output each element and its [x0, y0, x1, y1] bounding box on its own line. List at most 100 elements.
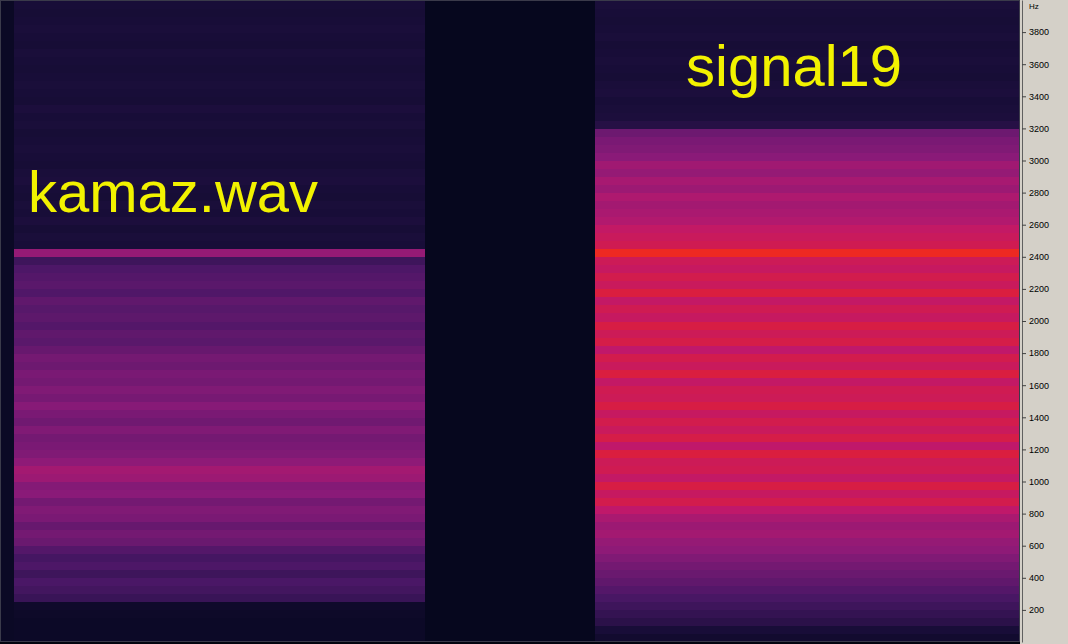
- cell: [595, 152, 1020, 161]
- tick-label: 200: [1029, 605, 1044, 615]
- cell: [595, 217, 1020, 226]
- tick-mark: [1022, 193, 1026, 194]
- cell: [14, 257, 425, 266]
- cell: [595, 522, 1020, 531]
- cell: [595, 465, 1020, 474]
- cell: [595, 225, 1020, 234]
- tick-label: 1200: [1029, 445, 1049, 455]
- cell: [0, 377, 14, 386]
- cell: [0, 514, 14, 523]
- cell: [595, 554, 1020, 563]
- cell: [14, 506, 425, 515]
- tick: 3000: [1022, 156, 1049, 166]
- cell: [595, 281, 1020, 290]
- cell: [14, 48, 425, 57]
- tick: 2600: [1022, 220, 1049, 230]
- cell: [14, 602, 425, 611]
- cell: [0, 409, 14, 418]
- cell: [425, 233, 595, 242]
- cell: [0, 329, 14, 338]
- cell: [425, 72, 595, 81]
- cell: [14, 120, 425, 129]
- cell: [425, 538, 595, 547]
- cell: [0, 401, 14, 410]
- cell: [595, 144, 1020, 153]
- cell: [0, 626, 14, 635]
- tick-mark: [1022, 161, 1026, 162]
- cell: [0, 273, 14, 282]
- cell: [14, 64, 425, 73]
- cell: [425, 473, 595, 482]
- cell: [425, 225, 595, 234]
- cell: [0, 201, 14, 210]
- cell: [14, 369, 425, 378]
- cell: [595, 241, 1020, 250]
- tick-label: 2000: [1029, 316, 1049, 326]
- cell: [14, 618, 425, 627]
- cell: [595, 498, 1020, 507]
- tick: 3200: [1022, 124, 1049, 134]
- cell: [425, 618, 595, 627]
- cell: [425, 80, 595, 89]
- cell: [0, 120, 14, 129]
- tick-mark: [1022, 449, 1026, 450]
- cell: [595, 345, 1020, 354]
- cell: [595, 514, 1020, 523]
- tick-label: 400: [1029, 573, 1044, 583]
- tick-mark: [1022, 578, 1026, 579]
- tick-mark: [1022, 321, 1026, 322]
- cell: [595, 329, 1020, 338]
- tick: 3800: [1022, 27, 1049, 37]
- cell: [425, 201, 595, 210]
- cell: [14, 626, 425, 635]
- cell: [0, 169, 14, 178]
- cell: [14, 144, 425, 153]
- tick-label: 1000: [1029, 477, 1049, 487]
- cell: [14, 40, 425, 49]
- tick-mark: [1022, 225, 1026, 226]
- cell: [425, 570, 595, 579]
- cell: [425, 634, 595, 642]
- tick-mark: [1022, 610, 1026, 611]
- cell: [14, 578, 425, 587]
- cell: [425, 281, 595, 290]
- cell: [595, 506, 1020, 515]
- heatmap: [0, 0, 1020, 642]
- cell: [0, 586, 14, 595]
- cell: [0, 80, 14, 89]
- cell: [14, 594, 425, 603]
- cell: [0, 417, 14, 426]
- cell: [14, 80, 425, 89]
- cell: [0, 602, 14, 611]
- tick: 1400: [1022, 413, 1049, 423]
- cell: [425, 417, 595, 426]
- tick-mark: [1022, 482, 1026, 483]
- cell: [595, 201, 1020, 210]
- cell: [595, 257, 1020, 266]
- cell: [425, 441, 595, 450]
- cell: [0, 578, 14, 587]
- cell: [14, 233, 425, 242]
- cell: [0, 48, 14, 57]
- cell: [14, 16, 425, 25]
- cell: [14, 289, 425, 298]
- cell: [0, 289, 14, 298]
- cell: [425, 546, 595, 555]
- cell: [595, 233, 1020, 242]
- cell: [14, 104, 425, 113]
- cell: [14, 449, 425, 458]
- tick-mark: [1022, 514, 1026, 515]
- tick-label: 2400: [1029, 252, 1049, 262]
- cell: [0, 177, 14, 186]
- cell: [595, 16, 1020, 25]
- cell: [595, 249, 1020, 258]
- cell: [0, 482, 14, 491]
- cell: [425, 128, 595, 137]
- tick: 3600: [1022, 60, 1049, 70]
- cell: [425, 120, 595, 129]
- cell: [14, 498, 425, 507]
- cell: [425, 305, 595, 314]
- cell: [14, 634, 425, 642]
- cell: [595, 433, 1020, 442]
- cell: [595, 369, 1020, 378]
